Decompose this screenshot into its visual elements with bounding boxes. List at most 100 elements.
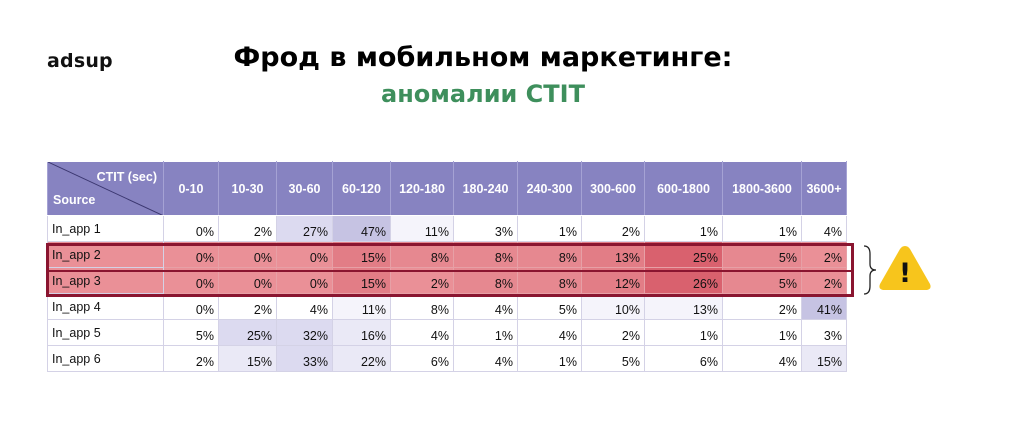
value-text: 8% bbox=[558, 276, 577, 291]
value-text: 11% bbox=[424, 224, 449, 239]
warning-symbol: ! bbox=[899, 258, 911, 289]
value-text: 33% bbox=[302, 354, 328, 369]
value-text: 8% bbox=[494, 250, 513, 265]
value-cell: 4% bbox=[453, 345, 518, 372]
value-text: 0% bbox=[253, 276, 272, 291]
value-cell: 0% bbox=[163, 267, 219, 294]
value-cell: 22% bbox=[332, 345, 391, 372]
value-text: 13% bbox=[614, 250, 640, 265]
value-text: 2% bbox=[621, 328, 640, 343]
value-cell: 0% bbox=[218, 241, 277, 268]
value-text: 4% bbox=[494, 302, 513, 317]
value-text: 4% bbox=[778, 354, 797, 369]
value-cell: 2% bbox=[218, 215, 277, 242]
value-text: 26% bbox=[692, 276, 718, 291]
value-cell: 0% bbox=[163, 241, 219, 268]
value-text: 47% bbox=[360, 224, 386, 239]
value-cell: 2% bbox=[722, 293, 802, 320]
value-cell: 6% bbox=[390, 345, 454, 372]
corner-header-cell: CTIT (sec) Source bbox=[47, 161, 164, 216]
header: Фрод в мобильном маркетинге: аномалии CT… bbox=[0, 40, 966, 112]
value-cell: 13% bbox=[644, 293, 723, 320]
value-text: 2% bbox=[195, 354, 214, 369]
value-text: 1% bbox=[494, 328, 513, 343]
value-cell: 5% bbox=[581, 345, 645, 372]
value-cell: 1% bbox=[722, 215, 802, 242]
value-text: 8% bbox=[494, 276, 513, 291]
source-axis-label: Source bbox=[53, 193, 96, 207]
value-cell: 2% bbox=[801, 241, 847, 268]
value-cell: 8% bbox=[517, 267, 582, 294]
value-cell: 2% bbox=[581, 215, 645, 242]
value-cell: 0% bbox=[218, 267, 277, 294]
value-cell: 4% bbox=[276, 293, 333, 320]
value-text: 15% bbox=[360, 276, 386, 291]
value-text: 22% bbox=[360, 354, 386, 369]
value-text: 11% bbox=[361, 302, 386, 317]
value-cell: 4% bbox=[390, 319, 454, 346]
value-cell: 1% bbox=[644, 319, 723, 346]
value-cell: 15% bbox=[218, 345, 277, 372]
column-header: 120-180 bbox=[390, 161, 454, 216]
value-text: 6% bbox=[699, 354, 718, 369]
value-text: 25% bbox=[246, 328, 272, 343]
value-cell: 26% bbox=[644, 267, 723, 294]
value-cell: 4% bbox=[517, 319, 582, 346]
value-cell: 3% bbox=[801, 319, 847, 346]
value-text: 2% bbox=[253, 224, 272, 239]
value-text: 25% bbox=[692, 250, 718, 265]
value-text: 4% bbox=[823, 224, 842, 239]
value-cell: 25% bbox=[218, 319, 277, 346]
value-cell: 47% bbox=[332, 215, 391, 242]
value-cell: 15% bbox=[332, 241, 391, 268]
ctit-table: CTIT (sec) Source 0-10 10-30 30-60 60-120 12… bbox=[47, 161, 847, 372]
column-header: 60-120 bbox=[332, 161, 391, 216]
value-cell: 4% bbox=[722, 345, 802, 372]
value-text: 13% bbox=[692, 302, 718, 317]
value-text: 41% bbox=[816, 302, 842, 317]
value-cell: 27% bbox=[276, 215, 333, 242]
value-text: 6% bbox=[430, 354, 449, 369]
value-text: 1% bbox=[558, 354, 577, 369]
value-cell: 2% bbox=[801, 267, 847, 294]
table-row: In_app 4 0% 2% 4% 11% 8% 4% 5% 10% 13% 2% 41% bbox=[47, 293, 847, 320]
value-text: 27% bbox=[302, 224, 328, 239]
corner-diagonal bbox=[48, 162, 162, 215]
value-text: 5% bbox=[195, 328, 214, 343]
value-text: 15% bbox=[360, 250, 386, 265]
warning-icon: ! bbox=[879, 246, 931, 290]
value-cell: 8% bbox=[390, 293, 454, 320]
value-cell: 11% bbox=[390, 215, 454, 242]
value-cell: 1% bbox=[722, 319, 802, 346]
value-text: 15% bbox=[246, 354, 272, 369]
value-cell: 4% bbox=[801, 215, 847, 242]
value-text: 2% bbox=[823, 276, 842, 291]
value-text: 2% bbox=[621, 224, 640, 239]
value-cell: 15% bbox=[332, 267, 391, 294]
value-text: 2% bbox=[778, 302, 797, 317]
value-cell: 1% bbox=[453, 319, 518, 346]
value-text: 8% bbox=[558, 250, 577, 265]
ctit-axis-label: CTIT (sec) bbox=[96, 170, 157, 184]
value-text: 5% bbox=[778, 250, 797, 265]
column-header: 3600+ bbox=[801, 161, 847, 216]
value-cell: 1% bbox=[644, 215, 723, 242]
value-cell: 8% bbox=[390, 241, 454, 268]
value-cell: 15% bbox=[801, 345, 847, 372]
value-cell: 12% bbox=[581, 267, 645, 294]
source-cell: In_app 5 bbox=[47, 319, 164, 346]
table-row: In_app 1 0% 2% 27% 47% 11% 3% 1% 2% 1% 1% 4% bbox=[47, 215, 847, 242]
table-row: In_app 3 0% 0% 0% 15% 2% 8% 8% 12% 26% 5% 2% bbox=[47, 267, 847, 294]
value-cell: 2% bbox=[390, 267, 454, 294]
value-cell: 1% bbox=[517, 215, 582, 242]
value-text: 2% bbox=[430, 276, 449, 291]
page-title: Фрод в мобильном маркетинге: bbox=[233, 42, 733, 73]
value-text: 5% bbox=[558, 302, 577, 317]
value-cell: 5% bbox=[722, 267, 802, 294]
value-text: 5% bbox=[778, 276, 797, 291]
value-text: 0% bbox=[309, 250, 328, 265]
column-header: 0-10 bbox=[163, 161, 219, 216]
table-row: In_app 2 0% 0% 0% 15% 8% 8% 8% 13% 25% 5% 2% bbox=[47, 241, 847, 268]
value-cell: 10% bbox=[581, 293, 645, 320]
value-cell: 6% bbox=[644, 345, 723, 372]
